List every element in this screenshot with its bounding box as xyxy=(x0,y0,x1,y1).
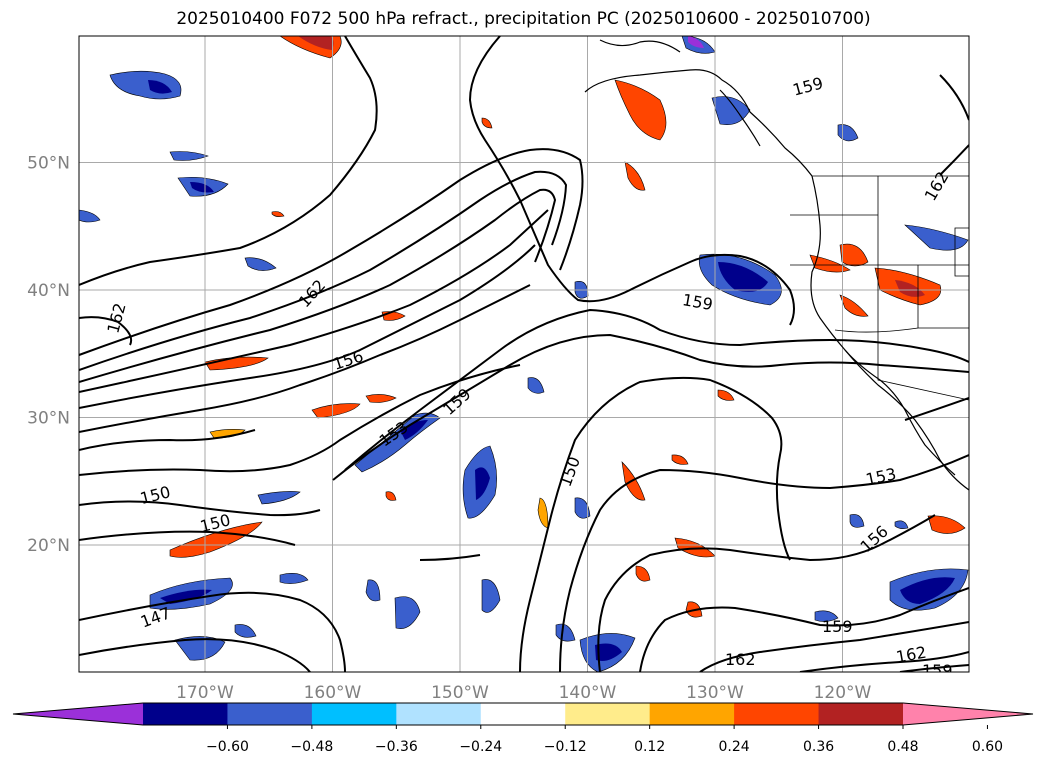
map-gridlines xyxy=(79,36,969,672)
coastlines xyxy=(584,39,969,491)
map-frame xyxy=(78,35,970,673)
lon-tick-label: 130°W xyxy=(686,683,744,703)
colorbar-tick-label: −0.24 xyxy=(459,739,502,755)
contour-label: 159 xyxy=(922,661,953,680)
precip-positive-patches xyxy=(169,36,966,618)
refractivity-contours xyxy=(79,36,969,672)
colorbar-outline xyxy=(12,702,1034,726)
contour-label: 162 xyxy=(725,650,756,669)
lat-tick-label: 30°N xyxy=(27,409,70,429)
lat-tick-label: 20°N xyxy=(27,536,70,556)
colorbar: −0.60 −0.48 −0.36 −0.24 −0.12 0.12 0.24 0.36 0.4… xyxy=(12,702,1034,755)
colorbar-segment xyxy=(227,703,313,725)
map-panel: 162 162 162 162 159 159 159 159 159 156 … xyxy=(79,36,969,680)
lon-tick-label: 120°W xyxy=(814,683,872,703)
colorbar-segment xyxy=(565,703,651,725)
colorbar-tick-label: 0.12 xyxy=(634,739,665,755)
colorbar-segment xyxy=(311,703,397,725)
map-title: 2025010400 F072 500 hPa refract., precip… xyxy=(176,9,871,29)
colorbar-extend-high xyxy=(903,703,1033,725)
colorbar-extend-low xyxy=(13,703,143,725)
lon-tick-label: 160°W xyxy=(304,683,362,703)
colorbar-tick-label: 0.60 xyxy=(972,739,1003,755)
colorbar-segment xyxy=(649,703,735,725)
political-borders xyxy=(790,175,969,401)
lat-tick-label: 40°N xyxy=(27,281,70,301)
colorbar-segment xyxy=(480,703,566,725)
colorbar-tick-label: 0.24 xyxy=(719,739,750,755)
lon-tick-label: 140°W xyxy=(559,683,617,703)
lon-tick-label: 170°W xyxy=(176,683,234,703)
colorbar-tick-label: −0.36 xyxy=(375,739,418,755)
colorbar-tick-label: −0.12 xyxy=(544,739,587,755)
lat-tick-label: 50°N xyxy=(27,154,70,174)
map-background xyxy=(79,36,969,672)
colorbar-segment xyxy=(734,703,820,725)
colorbar-segment xyxy=(143,703,228,725)
colorbar-tick-label: 0.48 xyxy=(887,739,918,755)
colorbar-segment xyxy=(818,703,904,725)
longitude-labels: 170°W 160°W 150°W 140°W 130°W 120°W xyxy=(176,683,871,703)
colorbar-tick-label: 0.36 xyxy=(803,739,834,755)
colorbar-tick-label: −0.60 xyxy=(206,739,249,755)
lon-tick-label: 150°W xyxy=(431,683,489,703)
colorbar-segment xyxy=(396,703,482,725)
colorbar-tick-label: −0.48 xyxy=(290,739,333,755)
contour-label: 159 xyxy=(822,617,853,636)
latitude-labels: 20°N 30°N 40°N 50°N xyxy=(27,154,70,557)
